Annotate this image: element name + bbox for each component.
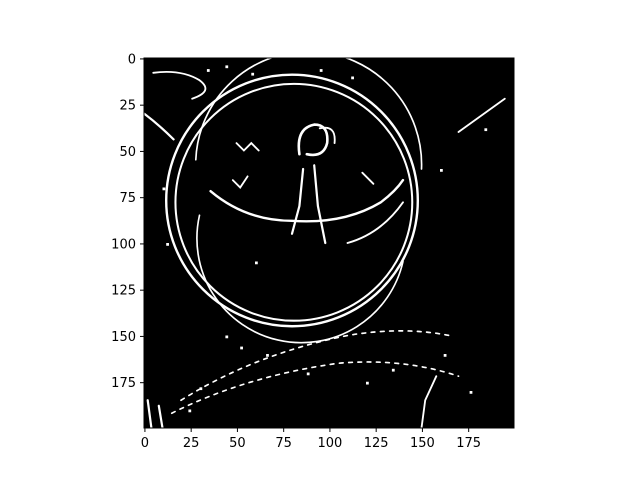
glyph-left [235,141,260,152]
diagonal-edge [457,97,506,133]
edge-pixel [366,381,369,385]
inner-ring-edge [174,82,414,322]
x-tick-label: 0 [141,436,149,451]
swash-top-left [152,70,207,100]
x-tick-label: 75 [275,436,292,451]
edge-pixel [166,243,169,246]
edge-pixel [240,346,243,350]
edge-pixel [225,335,229,339]
edge-pixel [306,372,310,376]
y-tick-label: 150 [111,330,136,345]
glyph-right [361,171,375,185]
y-tick-label: 175 [111,376,136,391]
bottom-band-upper [180,330,451,402]
outer-ring-edge [164,73,420,328]
axes-frame [143,57,515,429]
x-tick-label: 175 [456,436,481,451]
x-axis: 0 25 50 75 100 125 150 175 [141,428,481,451]
y-tick-label: 75 [119,191,136,206]
edge-pixel [351,76,354,80]
emblem-arc [209,178,405,223]
x-tick-label: 150 [410,436,435,451]
edge-pixel [162,187,166,191]
ring-arc-lower [196,214,404,344]
emblem-stem-right [313,164,327,245]
bottom-left-edges [146,399,164,430]
swash-left [142,112,175,141]
x-tick-label: 100 [318,436,343,451]
edge-pixel [319,69,323,72]
edge-pixel [391,368,395,372]
edge-pixel [469,391,473,394]
y-tick-label: 50 [119,145,136,160]
x-tick-label: 50 [229,436,246,451]
edge-pixel [199,387,203,391]
x-tick-label: 125 [364,436,389,451]
emblem-crook-inner [318,126,336,145]
y-axis: 0 25 50 75 100 125 150 175 [111,52,144,391]
y-tick-label: 0 [128,52,136,67]
bottom-right-edge [420,375,438,429]
edge-pixel [255,261,258,265]
edge-lines [142,50,506,430]
emblem-arc-lower [346,201,404,244]
bottom-band-lower [170,361,460,415]
y-tick-label: 25 [119,99,136,114]
edge-pixels [162,65,488,413]
edge-pixel [266,354,269,357]
edge-pixel [443,354,447,357]
edge-image [142,50,514,430]
y-tick-label: 125 [111,284,136,299]
edge-pixel [251,72,255,76]
edge-pixel [225,65,229,69]
x-tick-label: 25 [183,436,200,451]
glyph-left-lower [231,175,249,189]
edge-pixel [188,409,192,413]
edge-pixel [484,128,488,132]
edge-pixel [206,69,210,72]
y-tick-label: 100 [111,237,136,252]
edge-pixel [440,169,443,172]
emblem-stem-left [290,167,305,235]
emblem-crook [297,123,329,157]
ring-arc-upper [194,50,423,170]
